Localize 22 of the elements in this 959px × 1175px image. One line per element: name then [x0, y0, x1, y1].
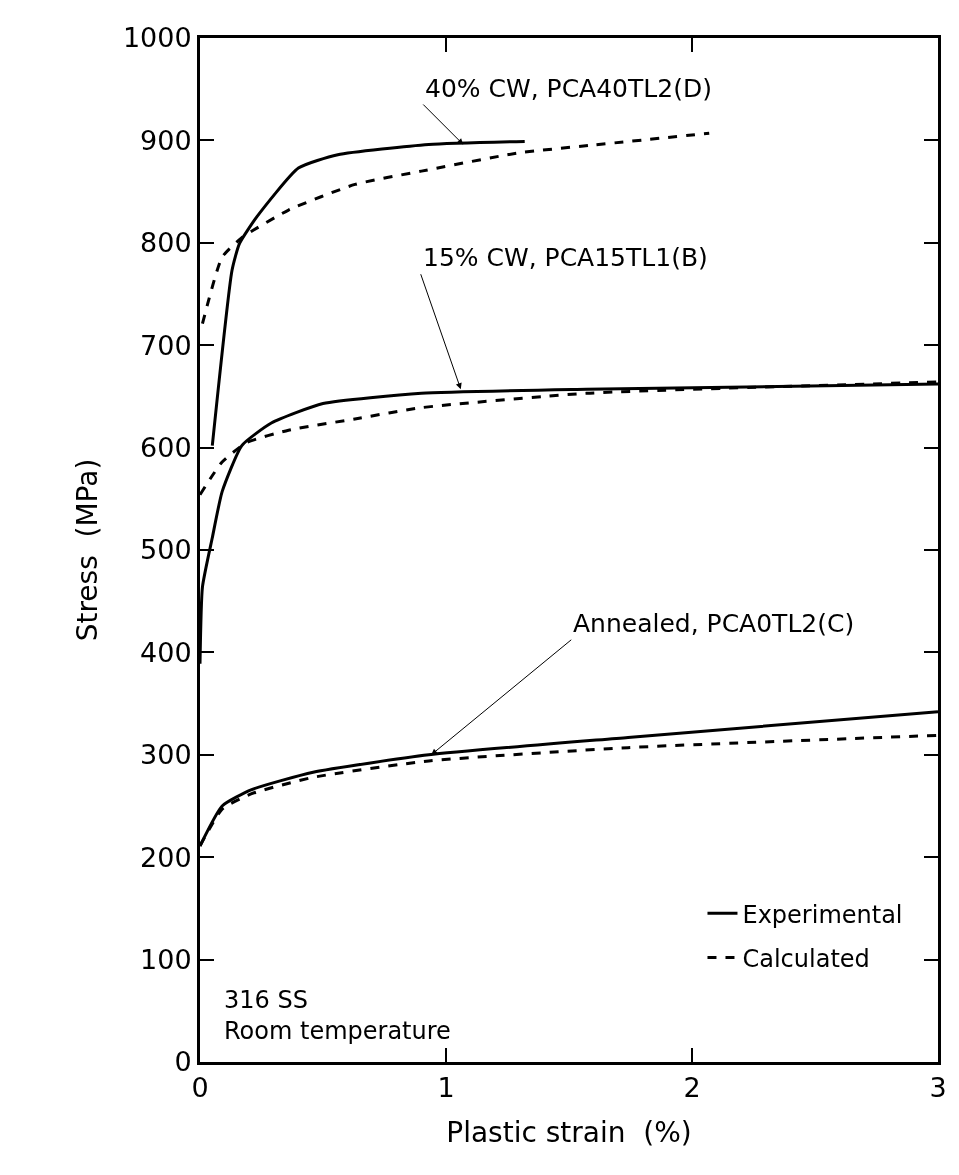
x-tick-label: 1	[437, 1072, 455, 1104]
annotation: Annealed, PCA0TL2(C)	[573, 609, 855, 638]
annotation: 40% CW, PCA40TL2(D)	[425, 74, 712, 103]
legend-label: Experimental	[742, 900, 903, 929]
annotation: 15% CW, PCA15TL1(B)	[423, 243, 708, 272]
y-tick-label: 500	[140, 534, 192, 566]
x-axis-title: Plastic strain (%)	[446, 1115, 692, 1149]
y-tick-label: 200	[140, 841, 192, 873]
y-tick-label: 400	[140, 636, 192, 668]
y-tick-label: 0	[174, 1046, 192, 1078]
x-tick-label: 3	[929, 1072, 947, 1104]
annotation: 316 SS Room temperature	[224, 986, 451, 1046]
y-tick-label: 800	[140, 227, 192, 259]
y-tick-label: 700	[140, 329, 192, 361]
y-tick-label: 600	[140, 432, 192, 464]
y-tick-label: 900	[140, 124, 192, 156]
legend-label: Calculated	[742, 944, 870, 973]
x-tick-label: 2	[683, 1072, 701, 1104]
y-tick-label: 1000	[122, 22, 192, 54]
y-tick-label: 100	[140, 944, 192, 976]
y-axis-title: Stress (MPa)	[70, 458, 104, 642]
y-tick-label: 300	[140, 739, 192, 771]
